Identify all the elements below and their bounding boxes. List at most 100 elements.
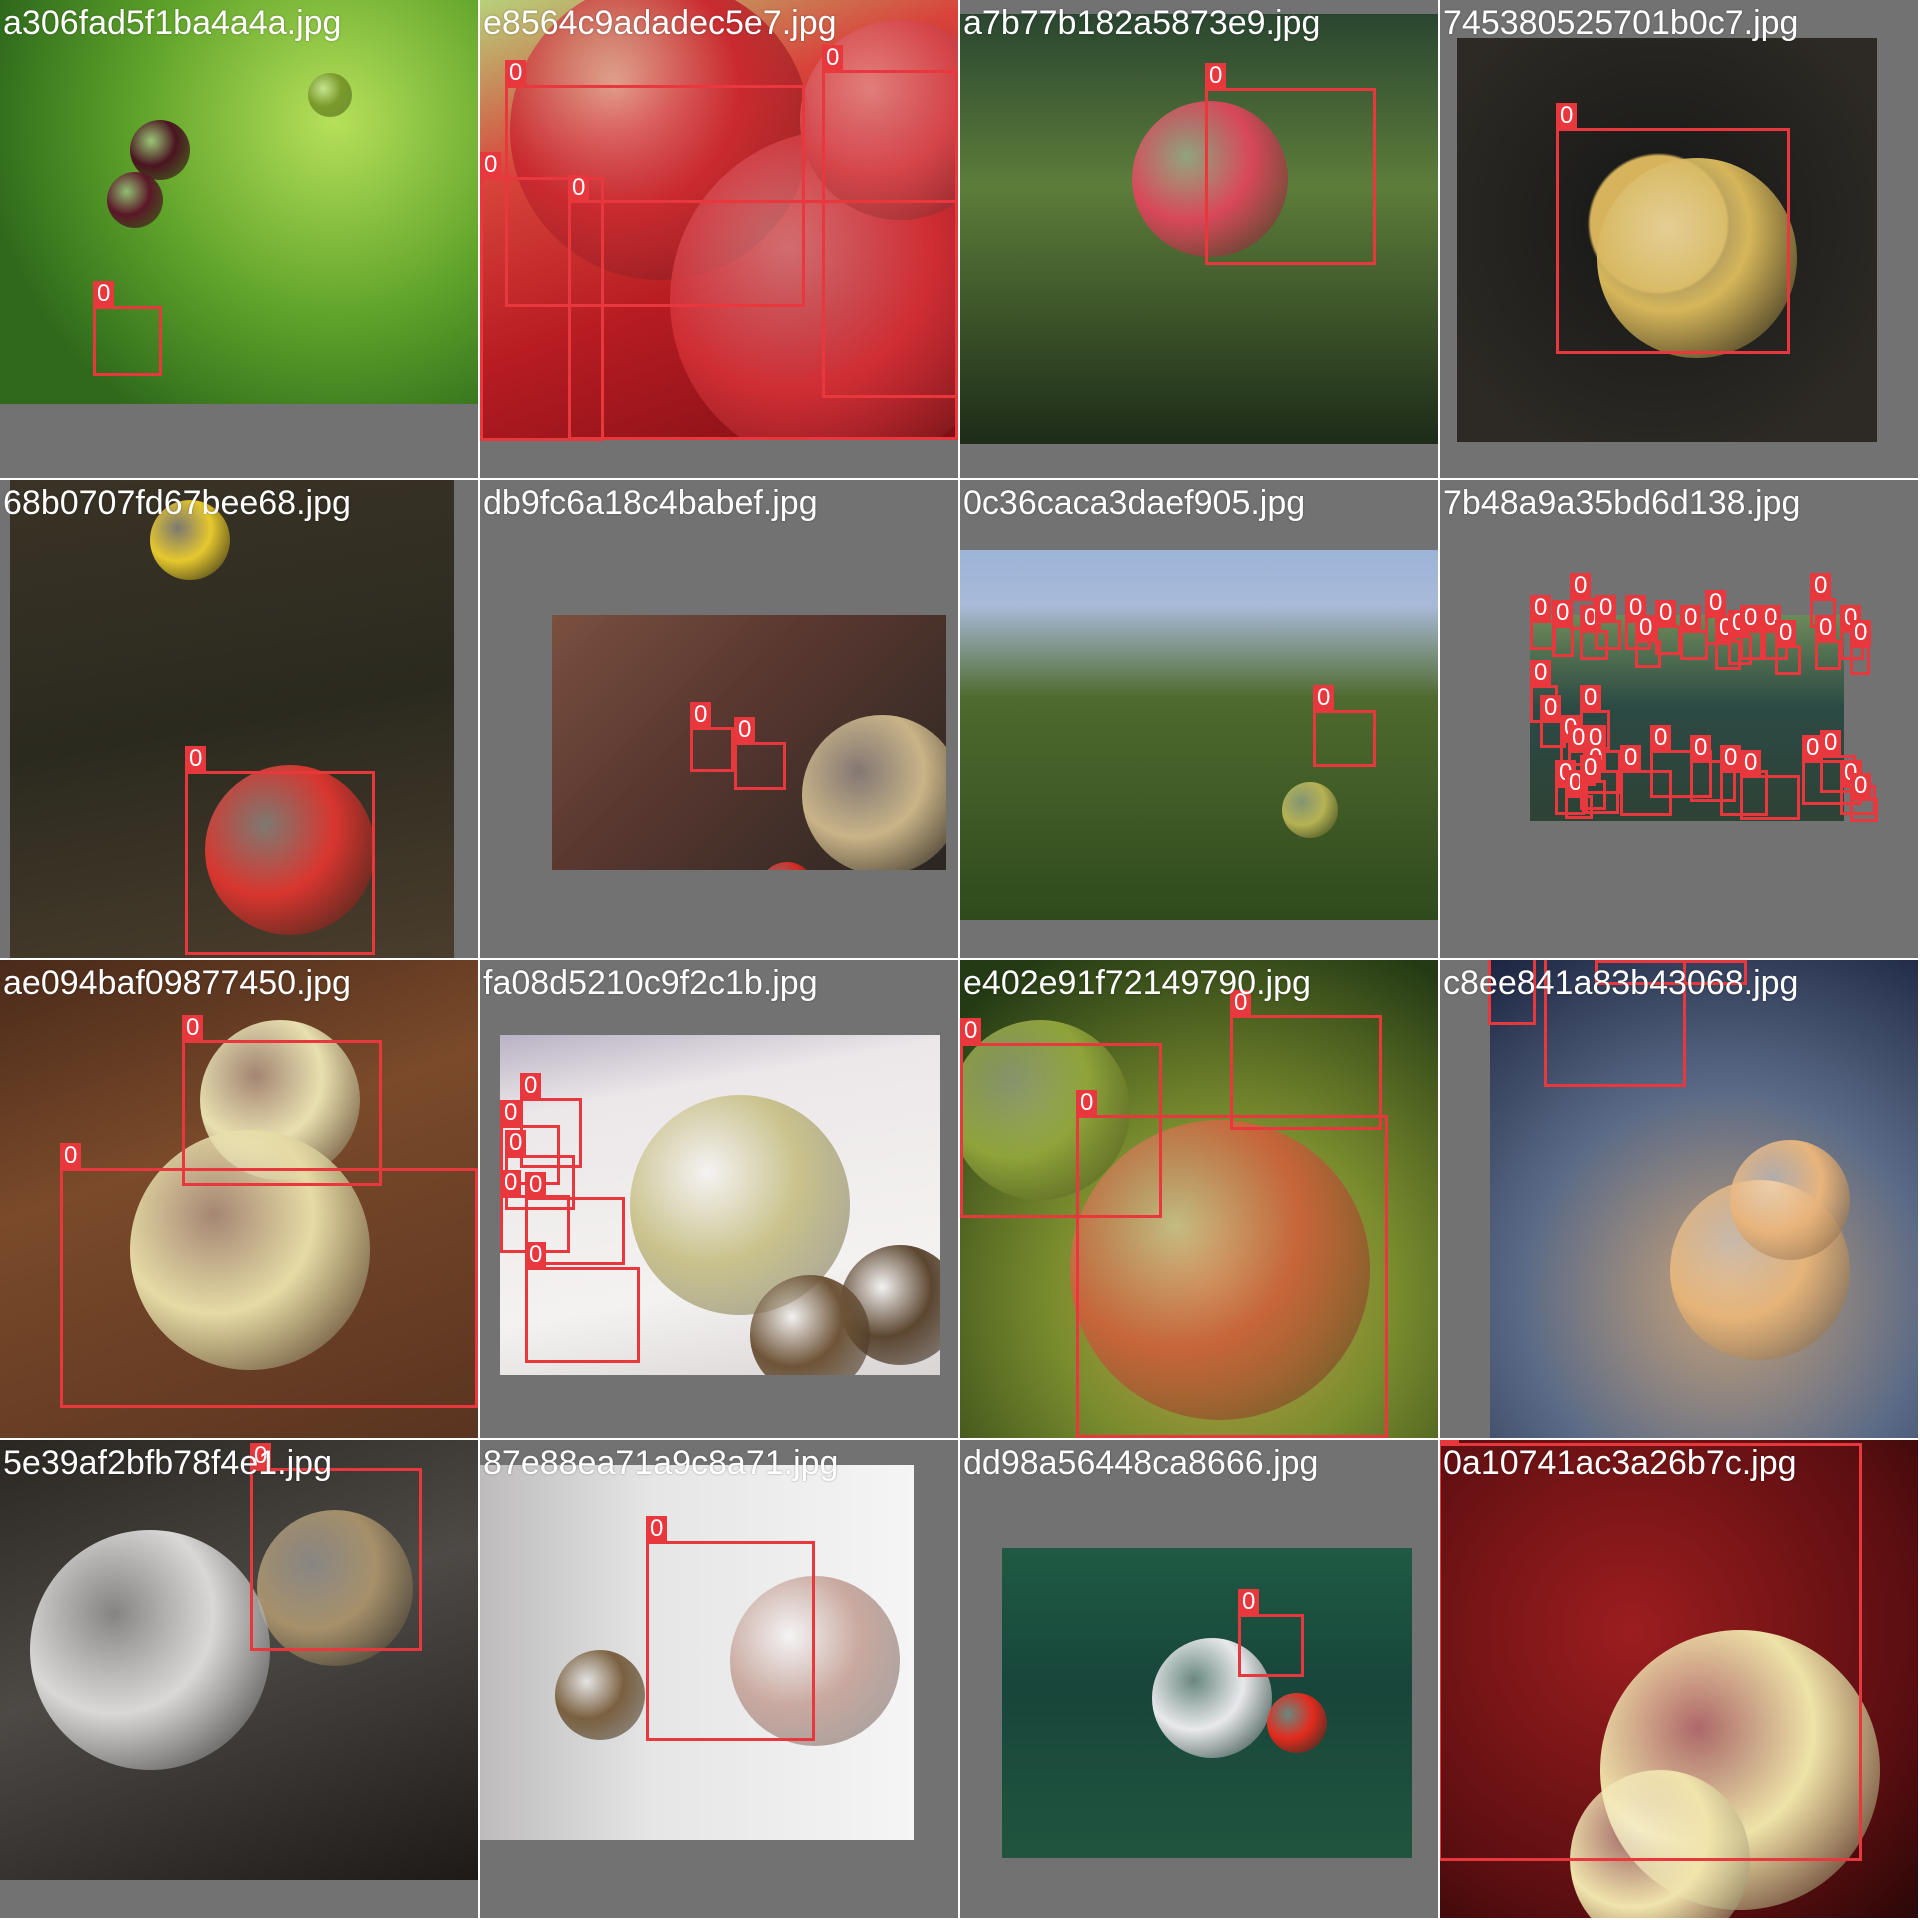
bounding-box: 0 [960,1018,1162,1218]
bounding-box: 0 [734,717,786,790]
bounding-box: 0 [1815,615,1841,670]
class-label: 0 [568,175,590,201]
bounding-box: 0 [1530,595,1556,650]
bounding-box: 0 [525,1242,640,1363]
photo-shape [150,500,230,580]
image-filename: ae094baf09877450.jpg [3,964,351,1002]
photo-shape [1267,1693,1327,1753]
mosaic-tile: a306fad5f1ba4a4a.jpg 0 [0,0,478,478]
mosaic-tile: 68b0707fd67bee68.jpg 0 [0,480,478,958]
mosaic-tile: ae094baf09877450.jpg 0 0 [0,960,478,1438]
bounding-box: 0 [480,152,604,441]
class-label: 0 [1720,745,1742,771]
class-label: 0 [1680,605,1702,631]
class-label: 0 [1313,685,1335,711]
photo-shape [960,1020,1130,1200]
photo [10,480,454,958]
class-label: 0 [1620,745,1642,771]
mosaic-tile: fa08d5210c9f2c1b.jpg 0 0 0 0 0 0 [480,960,958,1438]
bounding-box: 0 [1802,735,1862,805]
bounding-box: 0 [1595,960,1747,985]
class-label: 0 [734,717,756,743]
image-filename: 7b48a9a35bd6d138.jpg [1443,484,1801,522]
class-label: 0 [1552,600,1574,626]
photo-shape [1152,1638,1272,1758]
bounding-box: 0 [1544,960,1686,1087]
bounding-box: 0 [1775,620,1801,675]
photo [1457,38,1877,442]
bounding-box: 0 [1740,750,1800,820]
class-label: 0 [1530,660,1552,686]
class-label: 0 [1556,103,1578,129]
photo-shape [759,862,815,870]
class-label: 0 [500,1170,522,1196]
bounding-box: 0 [250,1443,422,1651]
bounding-box: 0 [1650,725,1712,798]
class-label: 0 [690,702,712,728]
photo [0,0,478,404]
photo-shape [1597,158,1797,358]
bounding-box: 0 [690,702,734,772]
photo-shape [1132,101,1288,257]
class-label: 0 [1540,695,1562,721]
photo-shape [555,1650,645,1740]
class-label: 0 [60,1143,82,1169]
mosaic-tile: a7b77b182a5873e9.jpg 0 [960,0,1438,478]
photo [480,0,958,440]
class-label: 0 [1690,735,1712,761]
bounding-box: 0 [60,1143,478,1408]
class-label: 0 [1580,685,1602,711]
photo [1440,1440,1918,1918]
bounding-box: 0 [1580,755,1606,810]
class-label: 0 [93,281,115,307]
class-label: 0 [525,1172,547,1198]
image-filename: 745380525701b0c7.jpg [1443,4,1799,42]
image-filename: 87e88ea71a9c8a71.jpg [483,1444,839,1482]
image-filename: c8ee841a83b43068.jpg [1443,964,1799,1002]
mosaic-tile: 745380525701b0c7.jpg 0 [1440,0,1918,478]
class-label: 0 [1635,615,1657,641]
photo-shape [1730,1140,1850,1260]
photo [1002,1548,1412,1858]
class-label: 0 [1775,620,1797,646]
class-label: 0 [1810,573,1832,599]
class-label: 0 [1705,590,1727,616]
class-label: 0 [1238,1589,1260,1615]
bounding-box: 0 [1313,685,1376,767]
class-label: 0 [1815,615,1837,641]
bounding-box: 0 [1850,620,1872,675]
class-label: 0 [1740,605,1762,631]
photo [960,960,1438,1438]
mosaic-tile: 0c36caca3daef905.jpg 0 [960,480,1438,958]
class-label: 0 [1580,755,1602,781]
image-filename: 68b0707fd67bee68.jpg [3,484,351,522]
class-label: 0 [185,746,207,772]
bounding-box: 0 [185,746,375,955]
class-label: 0 [1850,773,1872,799]
mosaic-tile: e8564c9adadec5e7.jpg 0 0 0 0 [480,0,958,478]
bounding-box: 0 [1205,63,1376,265]
class-label: 0 [822,45,844,71]
bounding-box: 0 [1488,960,1536,1025]
bounding-box: 0 [93,281,162,376]
class-label: 0 [505,1130,527,1156]
image-filename: a306fad5f1ba4a4a.jpg [3,4,342,42]
class-label: 0 [1625,595,1647,621]
image-filename: e8564c9adadec5e7.jpg [483,4,837,42]
bounding-box: 0 [1595,595,1621,650]
class-label: 0 [1650,725,1672,751]
image-filename: dd98a56448ca8666.jpg [963,1444,1319,1482]
class-label: 0 [1076,1090,1098,1116]
bounding-box: 0 [1620,745,1672,816]
image-filename: 5e39af2bfb78f4e1.jpg [3,1444,332,1482]
class-label: 0 [646,1516,668,1542]
class-label: 0 [520,1073,542,1099]
class-label: 0 [1595,595,1617,621]
photo [0,1440,478,1880]
class-label: 0 [1595,960,1617,961]
image-filename: fa08d5210c9f2c1b.jpg [483,964,818,1002]
image-filename: db9fc6a18c4babef.jpg [483,484,818,522]
class-label: 0 [1570,573,1592,599]
bounding-box: 0 [1655,600,1681,655]
